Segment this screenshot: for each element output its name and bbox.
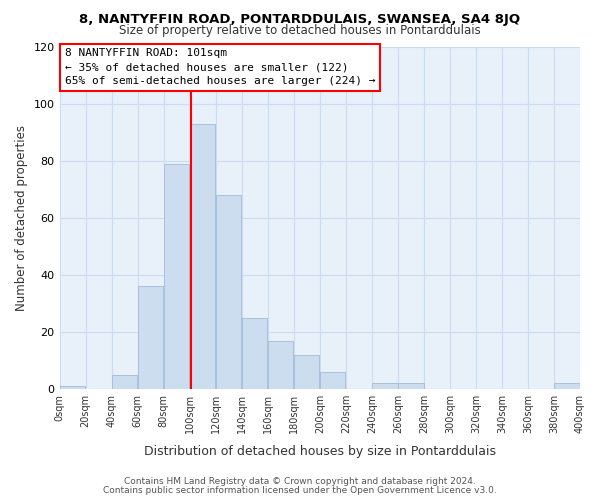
X-axis label: Distribution of detached houses by size in Pontarddulais: Distribution of detached houses by size …	[144, 444, 496, 458]
Text: Size of property relative to detached houses in Pontarddulais: Size of property relative to detached ho…	[119, 24, 481, 37]
Bar	[294, 355, 319, 389]
Text: Contains public sector information licensed under the Open Government Licence v3: Contains public sector information licen…	[103, 486, 497, 495]
Bar	[242, 318, 268, 389]
Bar	[164, 164, 190, 389]
Text: 8 NANTYFFIN ROAD: 101sqm
← 35% of detached houses are smaller (122)
65% of semi-: 8 NANTYFFIN ROAD: 101sqm ← 35% of detach…	[65, 48, 375, 86]
Bar	[60, 386, 85, 389]
Bar	[268, 340, 293, 389]
Bar	[190, 124, 215, 389]
Y-axis label: Number of detached properties: Number of detached properties	[15, 125, 28, 311]
Bar	[372, 384, 398, 389]
Bar	[554, 384, 580, 389]
Bar	[138, 286, 163, 389]
Text: Contains HM Land Registry data © Crown copyright and database right 2024.: Contains HM Land Registry data © Crown c…	[124, 477, 476, 486]
Bar	[398, 384, 424, 389]
Bar	[216, 195, 241, 389]
Text: 8, NANTYFFIN ROAD, PONTARDDULAIS, SWANSEA, SA4 8JQ: 8, NANTYFFIN ROAD, PONTARDDULAIS, SWANSE…	[79, 12, 521, 26]
Bar	[320, 372, 346, 389]
Bar	[112, 375, 137, 389]
